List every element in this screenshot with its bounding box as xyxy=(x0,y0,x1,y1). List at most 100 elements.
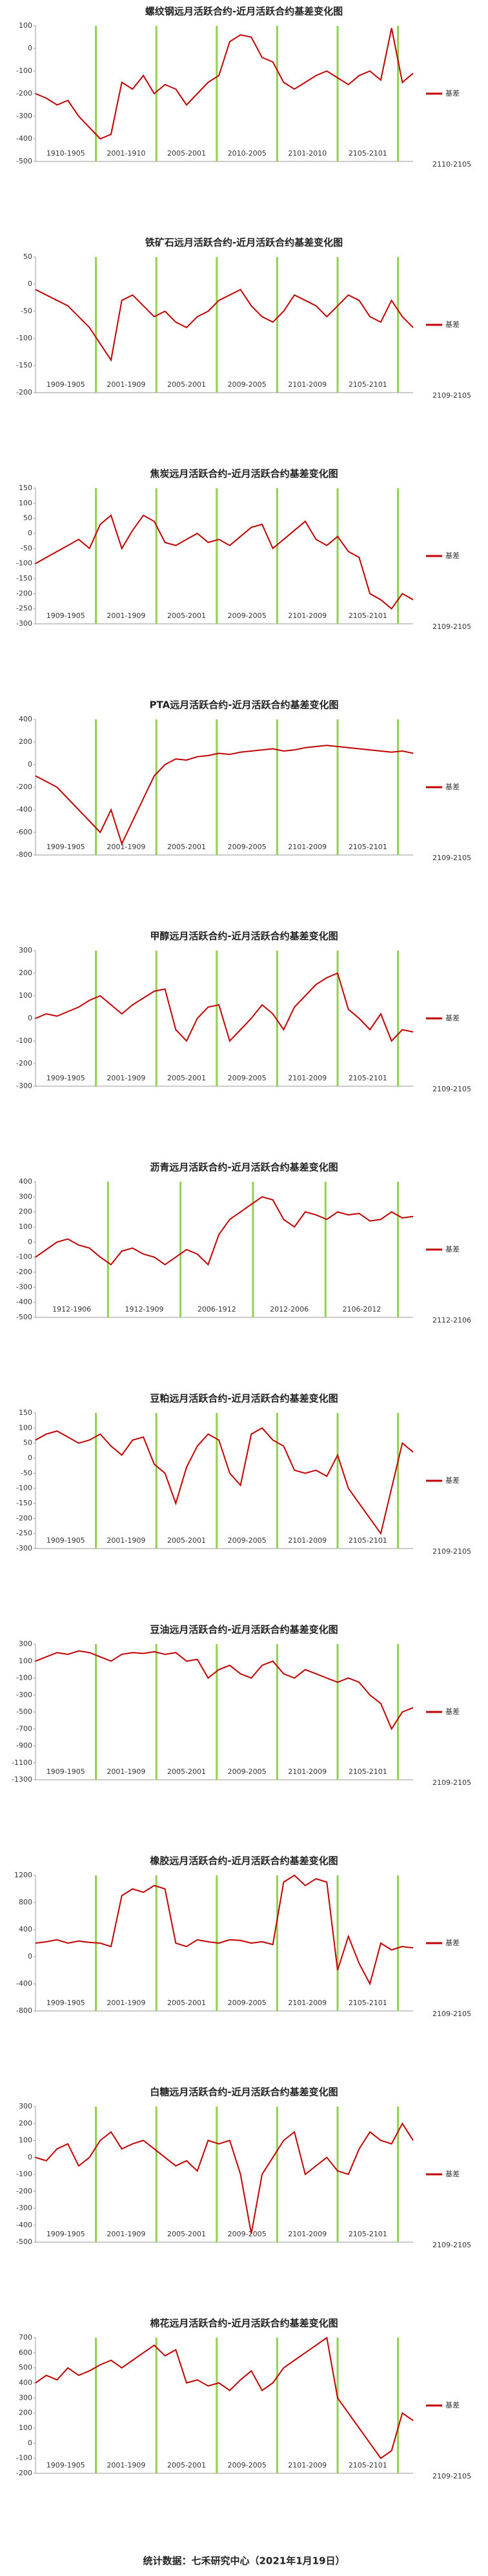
period-label: 2005-2001 xyxy=(167,1536,206,1545)
y-tick-label: 0 xyxy=(28,280,32,288)
period-label: 2005-2001 xyxy=(167,1074,206,1082)
period-label: 2001-1909 xyxy=(107,1536,145,1545)
y-tick-label: -500 xyxy=(16,1313,32,1321)
y-tick-label: 100 xyxy=(19,2424,32,2432)
y-tick-label: 800 xyxy=(19,1898,32,1906)
y-tick-label: 0 xyxy=(28,529,32,537)
y-tick-label: 50 xyxy=(23,1439,32,1447)
y-tick-label: 300 xyxy=(19,2102,32,2110)
basis-line xyxy=(35,1650,414,1731)
period-label: 2001-1909 xyxy=(107,2230,145,2238)
legend-label: 基差 xyxy=(445,1244,460,1253)
chart-title: 豆粕远月活跃合约-近月活跃合约基差变化图 xyxy=(150,1393,338,1405)
period-label: 1912-1909 xyxy=(125,1305,163,1314)
legend-label: 基差 xyxy=(445,782,460,791)
y-tick-label: -50 xyxy=(21,307,32,315)
legend-label: 基差 xyxy=(445,2169,460,2178)
y-tick-label: 300 xyxy=(19,946,32,954)
chart-title: 甲醇远月活跃合约-近月活跃合约基差变化图 xyxy=(150,931,338,942)
y-tick-label: -100 xyxy=(16,1484,32,1492)
basis-line xyxy=(35,745,414,846)
y-tick-label: -150 xyxy=(16,574,32,582)
footer: 统计数据：七禾研究中心（2021年1月19日） xyxy=(143,2555,345,2567)
period-label: 2110-2105 xyxy=(432,160,471,169)
period-label: 2101-2009 xyxy=(288,2461,327,2469)
y-tick-label: -50 xyxy=(21,1468,32,1477)
y-tick-label: -100 xyxy=(16,334,32,342)
y-tick-label: 400 xyxy=(19,715,32,723)
y-tick-label: 200 xyxy=(19,969,32,977)
y-tick-label: -200 xyxy=(16,1059,32,1067)
y-tick-label: -100 xyxy=(16,1674,32,1682)
y-tick-label: -400 xyxy=(16,2221,32,2229)
y-tick-label: -400 xyxy=(16,1979,32,1988)
y-tick-label: 100 xyxy=(19,1423,32,1432)
period-label: 2001-1909 xyxy=(107,1074,145,1082)
y-tick-label: -900 xyxy=(16,1742,32,1750)
period-label: 2009-2005 xyxy=(228,1767,267,1776)
period-label: 1909-1905 xyxy=(46,1767,85,1776)
period-label: 2109-2105 xyxy=(432,623,471,631)
legend-label: 基差 xyxy=(445,88,460,98)
y-tick-label: -100 xyxy=(16,1253,32,1261)
chart-title: 沥青远月活跃合约-近月活跃合约基差变化图 xyxy=(150,1162,338,1173)
y-tick-label: -800 xyxy=(16,2006,32,2015)
y-tick-label: -300 xyxy=(16,1691,32,1699)
chart-title: PTA远月活跃合约-近月活跃合约基差变化图 xyxy=(150,699,339,711)
chart-title: 螺纹钢远月活跃合约-近月活跃合约基差变化图 xyxy=(145,6,343,17)
y-tick-label: -200 xyxy=(16,2469,32,2477)
y-tick-label: 700 xyxy=(19,2333,32,2342)
y-tick-label: 200 xyxy=(19,2409,32,2417)
period-label: 1912-1906 xyxy=(52,1305,91,1314)
y-tick-label: 300 xyxy=(19,1640,32,1648)
y-tick-label: -200 xyxy=(16,2187,32,2195)
period-label: 2105-2101 xyxy=(349,843,387,851)
period-label: 2101-2009 xyxy=(288,1999,327,2007)
y-tick-label: 0 xyxy=(28,1952,32,1961)
y-tick-label: 100 xyxy=(19,2136,32,2145)
period-label: 2001-1909 xyxy=(107,380,145,389)
y-tick-label: -300 xyxy=(16,112,32,120)
y-tick-label: 100 xyxy=(19,21,32,30)
chart-title: 焦炭远月活跃合约-近月活跃合约基差变化图 xyxy=(149,468,338,480)
y-tick-label: -200 xyxy=(16,388,32,397)
period-label: 2006-1912 xyxy=(198,1305,236,1314)
chart-title: 橡胶远月活跃合约-近月活跃合约基差变化图 xyxy=(150,1855,338,1867)
chart-title: 棉花远月活跃合约-近月活跃合约基差变化图 xyxy=(150,2318,338,2329)
y-tick-label: 0 xyxy=(28,1237,32,1246)
period-label: 2005-2001 xyxy=(167,380,206,389)
period-label: 2005-2001 xyxy=(167,149,206,158)
period-label: 2105-2101 xyxy=(349,1999,387,2007)
y-tick-label: -300 xyxy=(16,619,32,628)
y-tick-label: 200 xyxy=(19,2119,32,2127)
y-tick-label: 0 xyxy=(28,2438,32,2447)
y-tick-label: -200 xyxy=(16,783,32,791)
period-label: 2012-2006 xyxy=(270,1305,309,1314)
legend-label: 基差 xyxy=(445,551,460,560)
y-tick-label: -100 xyxy=(16,2454,32,2462)
y-tick-label: -100 xyxy=(16,2170,32,2178)
y-tick-label: -400 xyxy=(16,805,32,814)
y-tick-label: -250 xyxy=(16,604,32,613)
period-label: 2105-2101 xyxy=(349,1767,387,1776)
y-tick-label: 600 xyxy=(19,2348,32,2356)
legend-label: 基差 xyxy=(445,2400,460,2409)
legend-label: 基差 xyxy=(445,1013,460,1022)
basis-line xyxy=(35,514,414,610)
y-tick-label: 300 xyxy=(19,1192,32,1200)
y-tick-label: 100 xyxy=(19,499,32,507)
y-tick-label: -300 xyxy=(16,1544,32,1552)
period-label: 2101-2009 xyxy=(288,843,327,851)
period-label: 1909-1905 xyxy=(46,1999,85,2007)
y-tick-label: 50 xyxy=(23,514,32,522)
period-label: 2105-2101 xyxy=(349,1074,387,1082)
y-tick-label: 0 xyxy=(28,44,32,52)
y-tick-label: -1300 xyxy=(12,1775,32,1784)
period-label: 2005-2001 xyxy=(167,843,206,851)
y-tick-label: 400 xyxy=(19,2378,32,2387)
period-label: 2005-2001 xyxy=(167,612,206,620)
y-tick-label: -200 xyxy=(16,89,32,98)
period-label: 2009-2005 xyxy=(228,2230,267,2238)
basis-line xyxy=(35,28,414,140)
period-label: 2009-2005 xyxy=(228,1999,267,2007)
